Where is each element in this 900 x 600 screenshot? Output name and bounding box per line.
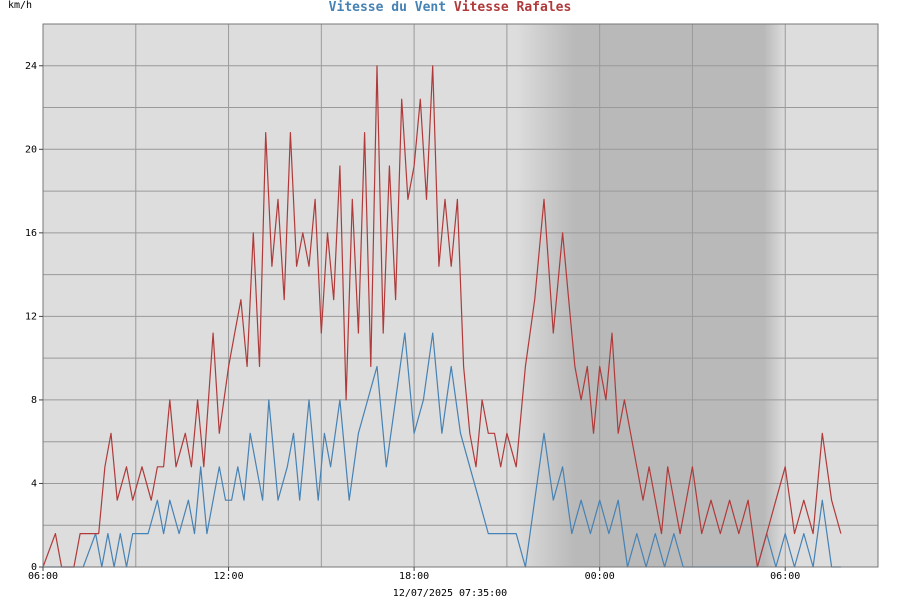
legend-gust-speed: Vitesse Rafales [453, 0, 572, 15]
y-tick-label: 24 [25, 61, 37, 72]
x-tick-label: 06:00 [28, 571, 58, 582]
y-tick-label: 12 [25, 311, 37, 322]
plot-border [42, 23, 879, 568]
y-tick-label: 20 [25, 144, 37, 155]
y-tick-label: 8 [31, 395, 37, 406]
chart-title: Vitesse du Vent Vitesse Rafales [0, 0, 900, 16]
x-tick-label: 00:00 [585, 571, 615, 582]
series-line-vitesse-rafales [42, 65, 842, 568]
x-tick-label: 12:00 [214, 571, 244, 582]
y-axis-unit: km/h [8, 0, 33, 11]
y-tick-label: 16 [25, 228, 37, 239]
y-tick-label: 0 [31, 562, 37, 573]
x-tick-label: 06:00 [770, 571, 800, 582]
legend-wind-speed: Vitesse du Vent [328, 0, 447, 15]
y-tick-label: 4 [31, 478, 37, 489]
timestamp: 12/07/2025 07:35:00 [392, 588, 508, 599]
x-tick-label: 18:00 [399, 571, 429, 582]
